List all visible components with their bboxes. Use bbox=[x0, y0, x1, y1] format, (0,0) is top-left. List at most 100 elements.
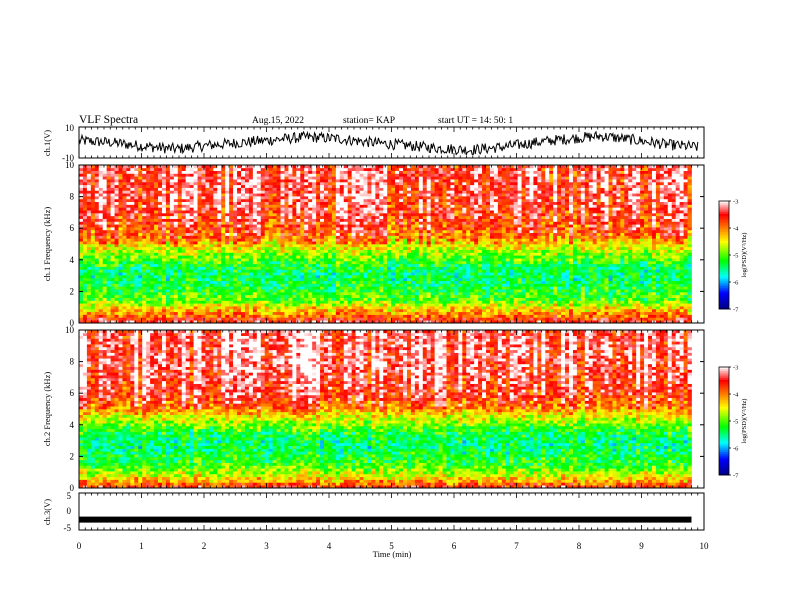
ch1-spec-cell bbox=[106, 283, 111, 287]
ch1-spec-cell bbox=[403, 238, 408, 242]
ch1-spec-cell bbox=[331, 286, 337, 290]
ch1-spec-cell bbox=[355, 238, 360, 242]
ch1-spec-cell bbox=[90, 198, 96, 203]
ch1-spec-cell bbox=[106, 190, 111, 194]
ch1-spec-cell bbox=[189, 179, 194, 183]
ch1-spec-cell bbox=[426, 314, 432, 318]
ch1-spec-cell bbox=[256, 207, 262, 211]
ch1-spec-cell bbox=[284, 300, 289, 304]
ch1-spec-cell bbox=[391, 187, 396, 191]
ch1-spec-cell bbox=[379, 260, 384, 265]
ch1-spec-cell bbox=[300, 291, 305, 296]
ch1-spec-cell bbox=[221, 190, 226, 194]
ch1-spec-cell bbox=[414, 311, 420, 315]
ch1-spec-cell bbox=[331, 212, 337, 217]
ch1-spec-cell bbox=[79, 260, 84, 265]
ch1-spec-cell bbox=[217, 227, 222, 231]
ch1-spec-cell bbox=[205, 320, 210, 324]
ch1-spec-cell bbox=[229, 232, 234, 236]
ch1-spec-cell bbox=[126, 260, 131, 265]
ch1-spec-cell bbox=[217, 201, 222, 205]
ch1-spec-cell bbox=[339, 201, 345, 205]
ch1-spec-cell bbox=[217, 308, 222, 313]
ch1-spec-cell bbox=[312, 283, 317, 287]
ch1-spec-cell bbox=[98, 227, 104, 231]
ch1-spec-cell bbox=[193, 176, 198, 180]
ch1-spec-cell bbox=[304, 201, 309, 205]
ch1-spec-cell bbox=[320, 252, 325, 256]
ch1-spec-cell bbox=[256, 283, 262, 287]
ch1-spec-cell bbox=[343, 227, 349, 231]
ch1-spec-cell bbox=[335, 165, 341, 169]
ch1-spec-cell bbox=[150, 196, 155, 200]
ch1-spec-cell bbox=[383, 308, 388, 313]
ch1-spec-cell bbox=[316, 238, 321, 242]
ch1-spec-cell bbox=[82, 193, 88, 197]
ch1-spec-cell bbox=[229, 294, 234, 298]
ch1-spec-cell bbox=[395, 249, 400, 253]
ch1-spec-cell bbox=[395, 320, 400, 324]
ch1-spec-cell bbox=[403, 190, 408, 194]
ch1-spec-cell bbox=[292, 280, 297, 284]
ch1-spec-cell bbox=[347, 196, 353, 200]
ch1-spec-cell bbox=[244, 229, 250, 234]
ch1-spec-cell bbox=[268, 258, 273, 262]
ch1-spec-cell bbox=[367, 275, 372, 279]
ch1-spec-cell bbox=[94, 280, 100, 284]
ch1-spec-cell bbox=[185, 179, 190, 183]
ch1-spec-cell bbox=[158, 176, 163, 180]
ch1-spec-cell bbox=[327, 297, 333, 301]
ch1-spec-cell bbox=[169, 232, 175, 236]
ch1-spec-cell bbox=[142, 235, 147, 239]
ch1-spec-cell bbox=[264, 308, 270, 313]
ch1-spec-cell bbox=[406, 263, 412, 267]
ch1-spec-cell bbox=[383, 179, 388, 183]
ch1-spec-cell bbox=[426, 317, 432, 321]
ch1-spec-cell bbox=[126, 277, 131, 282]
ch1-spec-cell bbox=[316, 204, 321, 208]
ch1-spec-cell bbox=[324, 218, 329, 222]
ch1-spec-cell bbox=[335, 252, 341, 256]
ch1-spec-cell bbox=[343, 187, 349, 191]
ch1-spectrogram-image bbox=[79, 165, 692, 324]
ch1-spec-cell bbox=[161, 244, 167, 248]
ch1-spec-cell bbox=[292, 232, 297, 236]
ch1-spec-cell bbox=[403, 224, 408, 228]
ch1-spec-cell bbox=[300, 221, 305, 225]
ch1-spec-cell bbox=[426, 286, 432, 290]
ch1-spec-cell bbox=[118, 286, 123, 290]
ch1-spec-cell bbox=[418, 210, 424, 214]
ch1-spec-cell bbox=[193, 252, 198, 256]
ch1-spec-cell bbox=[383, 277, 388, 282]
ch1-spec-cell bbox=[241, 170, 246, 174]
ch1-spec-cell bbox=[331, 317, 337, 321]
ch1-spec-cell bbox=[79, 201, 84, 205]
ch1-spec-cell bbox=[339, 207, 345, 211]
ch1-spec-cell bbox=[399, 241, 404, 245]
ch1-spec-cell bbox=[241, 187, 246, 191]
ch1-spec-cell bbox=[154, 224, 159, 228]
ch1-spec-cell bbox=[264, 187, 270, 191]
ch1-spec-cell bbox=[79, 300, 84, 304]
ch1-spec-cell bbox=[201, 187, 206, 191]
ch1-spec-cell bbox=[268, 184, 273, 188]
ch1-spec-cell bbox=[177, 306, 183, 310]
ch1-spec-cell bbox=[177, 280, 183, 284]
ch1-spec-cell bbox=[391, 221, 396, 225]
ch1-spec-cell bbox=[134, 263, 139, 267]
ch1-spec-cell bbox=[395, 238, 400, 242]
ch1-spec-cell bbox=[150, 207, 155, 211]
ch1-spec-cell bbox=[256, 266, 262, 270]
ch1-spec-cell bbox=[106, 320, 111, 324]
ch1-spec-cell bbox=[102, 277, 108, 282]
ch1-spec-cell bbox=[383, 193, 388, 197]
ch1-spec-cell bbox=[387, 289, 392, 293]
ch1-spec-cell bbox=[79, 221, 84, 225]
ch1-spec-cell bbox=[110, 196, 115, 200]
ch1-spec-cell bbox=[118, 269, 123, 273]
ch1-spec-cell bbox=[126, 294, 131, 298]
ch1-spec-cell bbox=[379, 246, 384, 250]
ch1-spec-cell bbox=[217, 300, 222, 304]
ch1-spec-cell bbox=[403, 187, 408, 191]
